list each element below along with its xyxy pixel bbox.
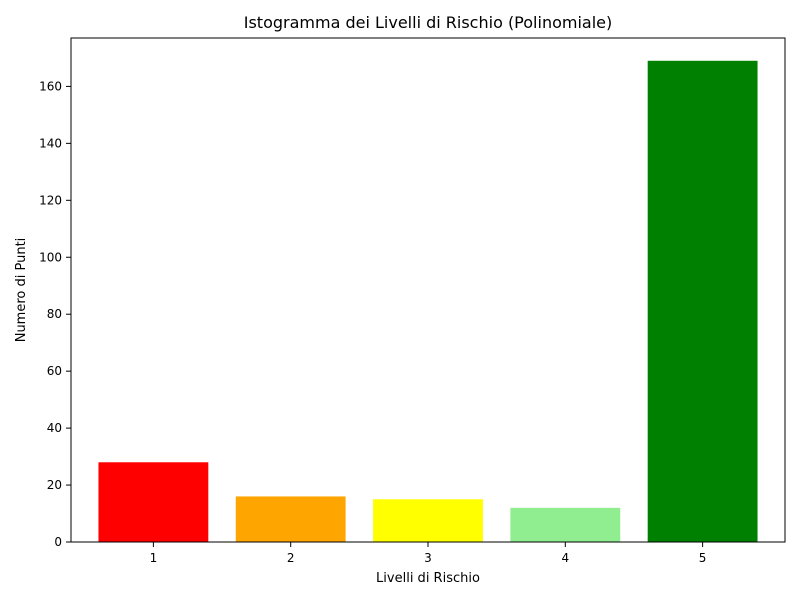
bar-5 [647, 60, 758, 542]
y-tick-label: 100 [39, 250, 62, 264]
y-tick-label: 160 [39, 79, 62, 93]
bar-4 [510, 507, 621, 542]
x-tick-label: 5 [699, 551, 707, 565]
y-tick-label: 60 [47, 364, 62, 378]
x-axis-label: Livelli di Rischio [376, 571, 480, 586]
y-tick-label: 20 [47, 478, 62, 492]
bars-group [98, 60, 758, 542]
y-tick-label: 0 [54, 535, 62, 549]
bar-1 [98, 462, 209, 542]
y-tick-label: 80 [47, 307, 62, 321]
x-tick-label: 2 [287, 551, 295, 565]
y-tick-label: 40 [47, 421, 62, 435]
plot-frame [70, 37, 786, 543]
y-tick-label: 140 [39, 136, 62, 150]
x-tick-label: 3 [424, 551, 432, 565]
y-tick-label: 120 [39, 193, 62, 207]
bar-2 [235, 496, 346, 542]
x-tick-label: 4 [561, 551, 569, 565]
x-axis-ticks: 1 2 3 4 5 [150, 542, 707, 565]
bar-3 [373, 499, 483, 542]
chart-title: Istogramma dei Livelli di Rischio (Polin… [244, 13, 612, 32]
y-axis-ticks: 0 20 40 60 80 100 120 140 160 [39, 79, 71, 549]
y-axis-label: Numero di Punti [14, 238, 29, 343]
x-tick-label: 1 [150, 551, 158, 565]
